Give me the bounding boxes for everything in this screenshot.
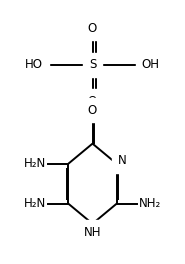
Text: NH: NH <box>84 225 101 238</box>
Text: O: O <box>88 22 97 35</box>
Text: H₂N: H₂N <box>24 197 46 210</box>
Text: OH: OH <box>142 58 160 71</box>
Text: O: O <box>88 103 97 116</box>
Text: NH₂: NH₂ <box>139 197 161 210</box>
Text: N: N <box>118 154 126 167</box>
Text: O: O <box>88 95 97 108</box>
Text: H₂N: H₂N <box>24 157 46 170</box>
Text: S: S <box>89 58 96 71</box>
Text: HO: HO <box>25 58 43 71</box>
